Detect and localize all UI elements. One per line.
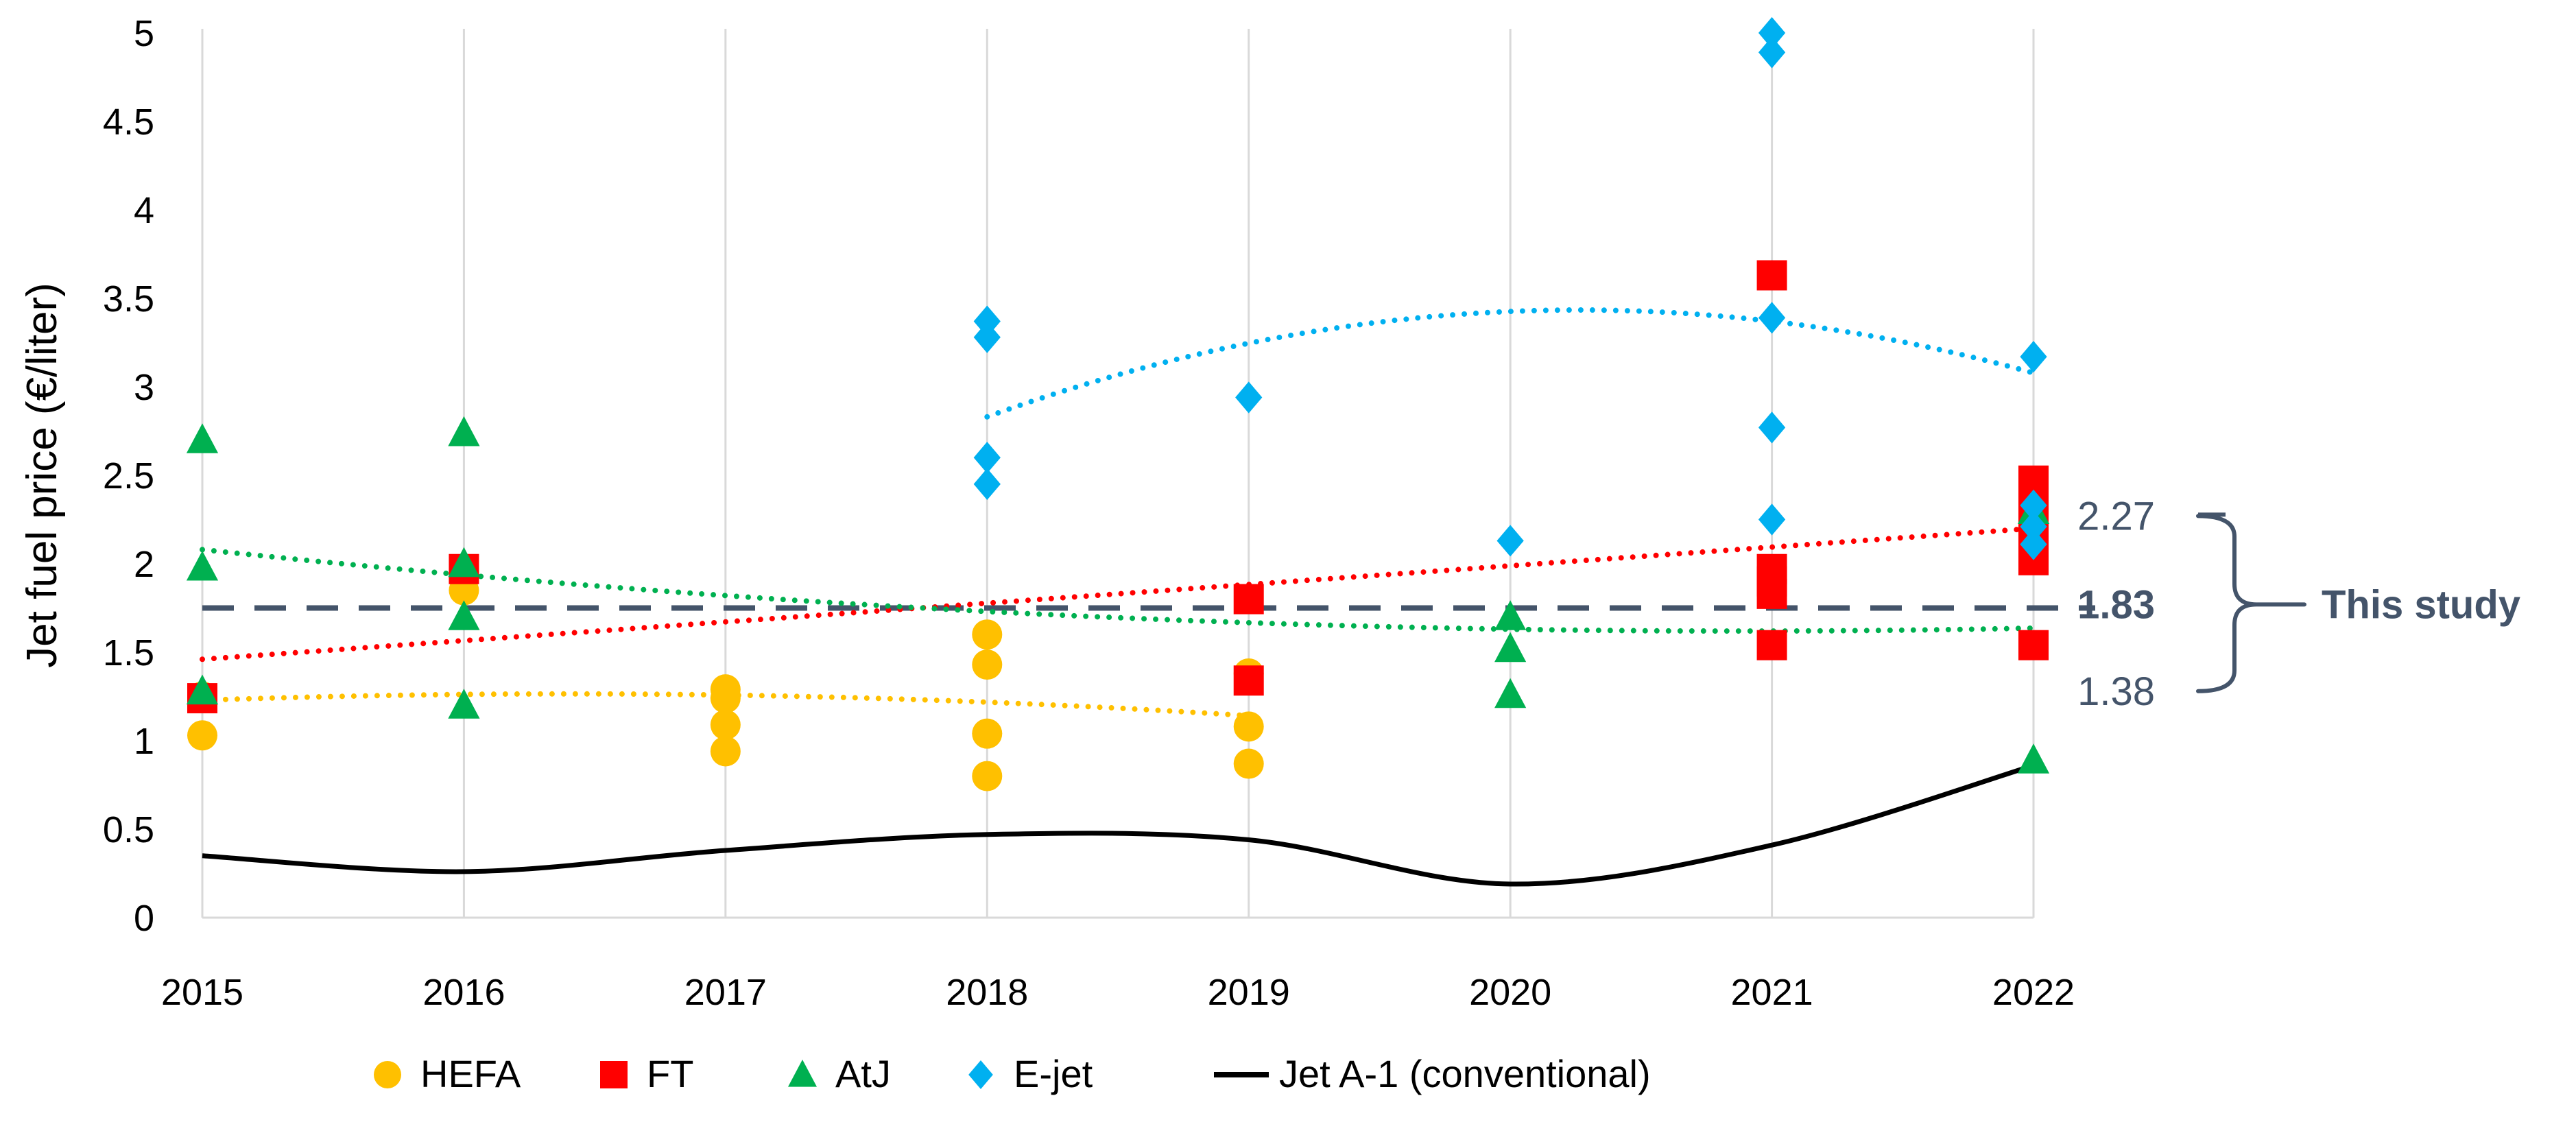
hefa-point-5 — [710, 709, 741, 740]
annotation-upper-value: 2.27 — [2077, 494, 2155, 538]
legend-marker-hefa — [374, 1061, 401, 1088]
x-tick-label-2022: 2022 — [1992, 972, 2075, 1013]
atj-point-4 — [448, 600, 480, 630]
hefa-point-4 — [710, 736, 741, 767]
legend-label-hefa: HEFA — [420, 1052, 521, 1095]
ft-point-9 — [2018, 630, 2049, 660]
y-tick-label-1: 1 — [134, 721, 154, 762]
atj-point-10 — [2017, 743, 2050, 774]
annotation-middle-value: 1.83 — [2077, 582, 2155, 627]
legend-label-jet-a-1-conventional-: Jet A-1 (conventional) — [1279, 1052, 1651, 1095]
legend-label-atj: AtJ — [835, 1052, 891, 1095]
e-jet-point-4 — [1235, 381, 1263, 414]
x-tick-label-2021: 2021 — [1731, 972, 1813, 1013]
e-jet-point-10 — [1758, 16, 1786, 49]
hefa-point-9 — [972, 718, 1003, 749]
y-tick-label-5: 5 — [134, 13, 154, 54]
jet-a1-curve — [202, 763, 2035, 887]
atj-point-9 — [1494, 600, 1527, 630]
hefa-point-12 — [1233, 748, 1264, 779]
e-jet-point-12 — [2020, 510, 2047, 542]
hefa-point-0 — [187, 720, 217, 751]
this-study-annotation: 2.27 1.83 1.38 This study — [2077, 494, 2520, 713]
trendline-e-jet — [984, 307, 2036, 420]
e-jet-point-3 — [973, 305, 1001, 337]
atj-point-0 — [186, 674, 219, 705]
atj-point-8 — [1494, 632, 1527, 663]
x-tick-label-2019: 2019 — [1208, 972, 1290, 1013]
grid-lines — [201, 29, 2035, 918]
jet-a1-line — [202, 763, 2035, 887]
legend: HEFA FT AtJ E-jet Jet A-1 (conventional) — [374, 1052, 1651, 1095]
x-tick-label-2015: 2015 — [161, 972, 243, 1013]
e-jet-point-0 — [973, 468, 1001, 500]
annotation-curly-brace — [2196, 514, 2306, 693]
hefa-point-7 — [710, 674, 741, 705]
ft-point-4 — [1756, 630, 1787, 660]
legend-label-ft: FT — [647, 1052, 693, 1095]
e-jet-point-6 — [1758, 503, 1786, 536]
y-tick-label-0: 0 — [134, 898, 154, 939]
y-tick-label-0-5: 0.5 — [103, 809, 154, 850]
data-markers — [186, 16, 2050, 791]
y-tick-label-3: 3 — [134, 367, 154, 408]
e-jet-point-2 — [973, 321, 1001, 353]
trendline-ft — [200, 525, 2036, 663]
y-axis-ticks: 0 0.5 1 1.5 2 2.5 3 3.5 4 4.5 5 — [103, 13, 154, 939]
legend-marker-atj — [788, 1060, 817, 1087]
ft-point-3 — [1233, 584, 1264, 615]
x-axis-ticks: 2015 2016 2017 2018 2019 2020 2021 2022 — [161, 972, 2075, 1013]
e-jet-point-1 — [973, 442, 1001, 474]
y-tick-label-4-5: 4.5 — [103, 102, 154, 143]
x-tick-label-2018: 2018 — [946, 972, 1028, 1013]
atj-point-3 — [448, 689, 480, 719]
ft-point-2 — [1233, 665, 1264, 696]
hefa-point-13 — [1233, 711, 1264, 742]
e-jet-point-9 — [1758, 36, 1786, 69]
x-tick-label-2016: 2016 — [422, 972, 505, 1013]
e-jet-point-7 — [1758, 412, 1786, 444]
hefa-point-8 — [972, 761, 1003, 791]
atj-point-6 — [448, 416, 480, 446]
ft-point-8 — [1756, 260, 1787, 291]
x-tick-label-2020: 2020 — [1469, 972, 1551, 1013]
legend-marker-ft — [600, 1061, 628, 1088]
e-jet-point-13 — [2020, 489, 2047, 521]
y-axis-title: Jet fuel price (€/liter) — [19, 283, 66, 668]
hefa-point-10 — [972, 649, 1003, 680]
y-tick-label-2-5: 2.5 — [103, 455, 154, 497]
e-jet-point-14 — [2020, 341, 2047, 373]
y-tick-label-1-5: 1.5 — [103, 632, 154, 673]
e-jet-point-8 — [1758, 302, 1786, 334]
atj-point-5 — [448, 547, 480, 577]
atj-point-1 — [186, 550, 219, 581]
atj-point-2 — [186, 423, 219, 453]
trendline-atj — [200, 547, 2036, 634]
e-jet-point-5 — [1496, 525, 1524, 557]
annotation-lower-value: 1.38 — [2077, 669, 2155, 714]
hefa-point-11 — [972, 619, 1003, 650]
ft-point-7 — [1756, 553, 1787, 584]
atj-point-7 — [1494, 678, 1527, 708]
y-tick-label-3-5: 3.5 — [103, 278, 154, 320]
annotation-label: This study — [2322, 582, 2520, 627]
y-tick-label-4: 4 — [134, 190, 154, 231]
legend-label-e-jet: E-jet — [1014, 1052, 1093, 1095]
e-jet-point-11 — [2020, 528, 2047, 560]
y-tick-label-2: 2 — [134, 544, 154, 585]
legend-marker-e-jet — [968, 1060, 993, 1089]
x-tick-label-2017: 2017 — [684, 972, 767, 1013]
